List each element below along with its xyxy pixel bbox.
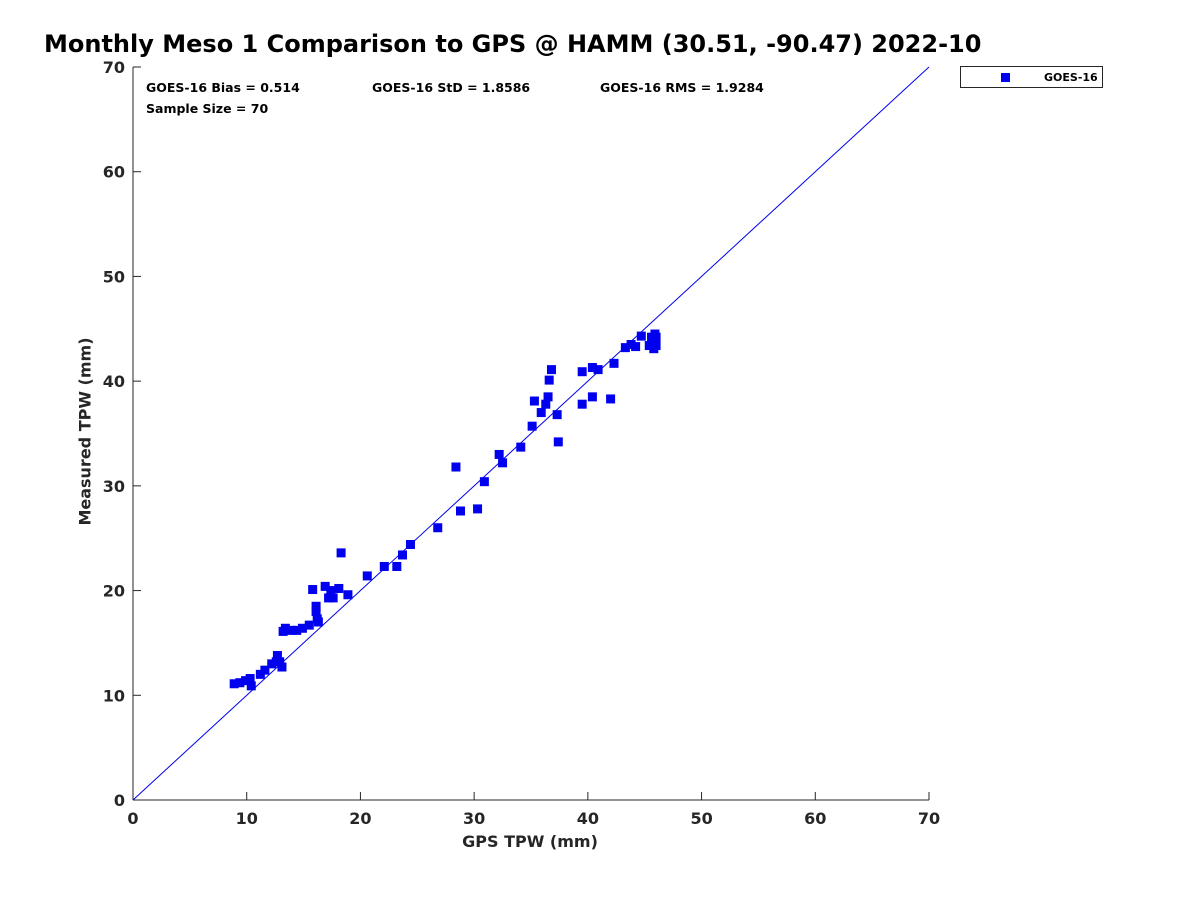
data-point (343, 590, 353, 600)
data-point (546, 365, 556, 375)
sample-size-stat: Sample Size = 70 (146, 101, 269, 116)
data-point (267, 659, 277, 669)
data-point (473, 504, 483, 514)
y-tick-label: 50 (103, 267, 125, 286)
data-point (246, 681, 256, 691)
data-point (527, 421, 537, 431)
data-point (651, 341, 661, 351)
data-point (494, 449, 504, 459)
legend-marker-square-icon (1001, 73, 1010, 82)
one-to-one-reference-line (132, 66, 930, 801)
rms-stat: GOES-16 RMS = 1.9284 (600, 80, 764, 95)
data-point (311, 607, 321, 617)
data-point (587, 392, 597, 402)
data-point (544, 375, 554, 385)
data-point (292, 625, 302, 635)
data-point (245, 674, 255, 684)
data-point (255, 669, 265, 679)
data-point (229, 679, 239, 689)
legend: GOES-16 (960, 66, 1103, 88)
data-point (334, 583, 344, 593)
x-axis-label: GPS TPW (mm) (462, 832, 598, 851)
y-tick-label: 10 (103, 686, 125, 705)
data-point (541, 399, 551, 409)
x-tick-label: 70 (918, 809, 940, 828)
data-point (362, 571, 372, 581)
y-tick-label: 30 (103, 477, 125, 496)
data-point (498, 458, 508, 468)
x-tick-label: 30 (463, 809, 485, 828)
x-tick-label: 60 (804, 809, 826, 828)
data-point (241, 676, 251, 686)
data-point (313, 617, 323, 627)
data-point (326, 586, 336, 596)
std-stat: GOES-16 StD = 1.8586 (372, 80, 531, 95)
y-tick-label: 0 (114, 791, 125, 810)
data-point (553, 437, 563, 447)
data-point (451, 462, 461, 472)
data-point (516, 442, 526, 452)
data-point (455, 506, 465, 516)
data-point (280, 623, 290, 633)
x-tick-label: 50 (690, 809, 712, 828)
data-point (609, 358, 619, 368)
legend-label: GOES-16 (1044, 71, 1098, 84)
data-point (328, 593, 338, 603)
data-point (405, 539, 415, 549)
data-point (626, 339, 636, 349)
data-point (286, 625, 296, 635)
plot-layer: 0 10 20 30 40 50 60 70 0 10 20 30 40 50 60 70 (103, 58, 940, 828)
data-point (552, 410, 562, 420)
data-point (324, 593, 334, 603)
x-tick-label: 20 (349, 809, 371, 828)
y-axis-label: Measured TPW (mm) (75, 337, 95, 526)
data-point (606, 394, 616, 404)
data-point (277, 662, 287, 672)
data-point (543, 392, 553, 402)
x-tick-label: 40 (577, 809, 599, 828)
data-point (577, 399, 587, 409)
data-point (275, 657, 285, 667)
data-point (636, 331, 646, 341)
data-point (320, 581, 330, 591)
data-point (308, 585, 318, 595)
data-point (379, 561, 389, 571)
data-point (297, 623, 307, 633)
data-point (651, 332, 661, 342)
data-point (587, 363, 597, 373)
data-point (260, 665, 270, 675)
data-point (631, 342, 641, 352)
y-tick-label: 40 (103, 372, 125, 391)
data-point (311, 601, 321, 611)
data-point (620, 343, 630, 353)
data-point (577, 367, 587, 377)
data-point (644, 341, 654, 351)
data-point (304, 620, 314, 630)
y-tick-label: 70 (103, 58, 125, 77)
data-point (235, 678, 245, 688)
data-point (479, 477, 489, 487)
data-point (398, 550, 408, 560)
data-point (529, 396, 539, 406)
y-tick-label: 60 (103, 163, 125, 182)
x-tick-label: 10 (236, 809, 258, 828)
data-point (593, 365, 603, 375)
y-tick-label: 20 (103, 582, 125, 601)
x-tick-label: 0 (127, 809, 138, 828)
data-point (433, 523, 443, 533)
data-point (336, 548, 346, 558)
bias-stat: GOES-16 Bias = 0.514 (146, 80, 300, 95)
data-point (392, 561, 402, 571)
chart-title: Monthly Meso 1 Comparison to GPS @ HAMM … (44, 30, 982, 58)
data-point (536, 408, 546, 418)
data-point (272, 650, 282, 660)
